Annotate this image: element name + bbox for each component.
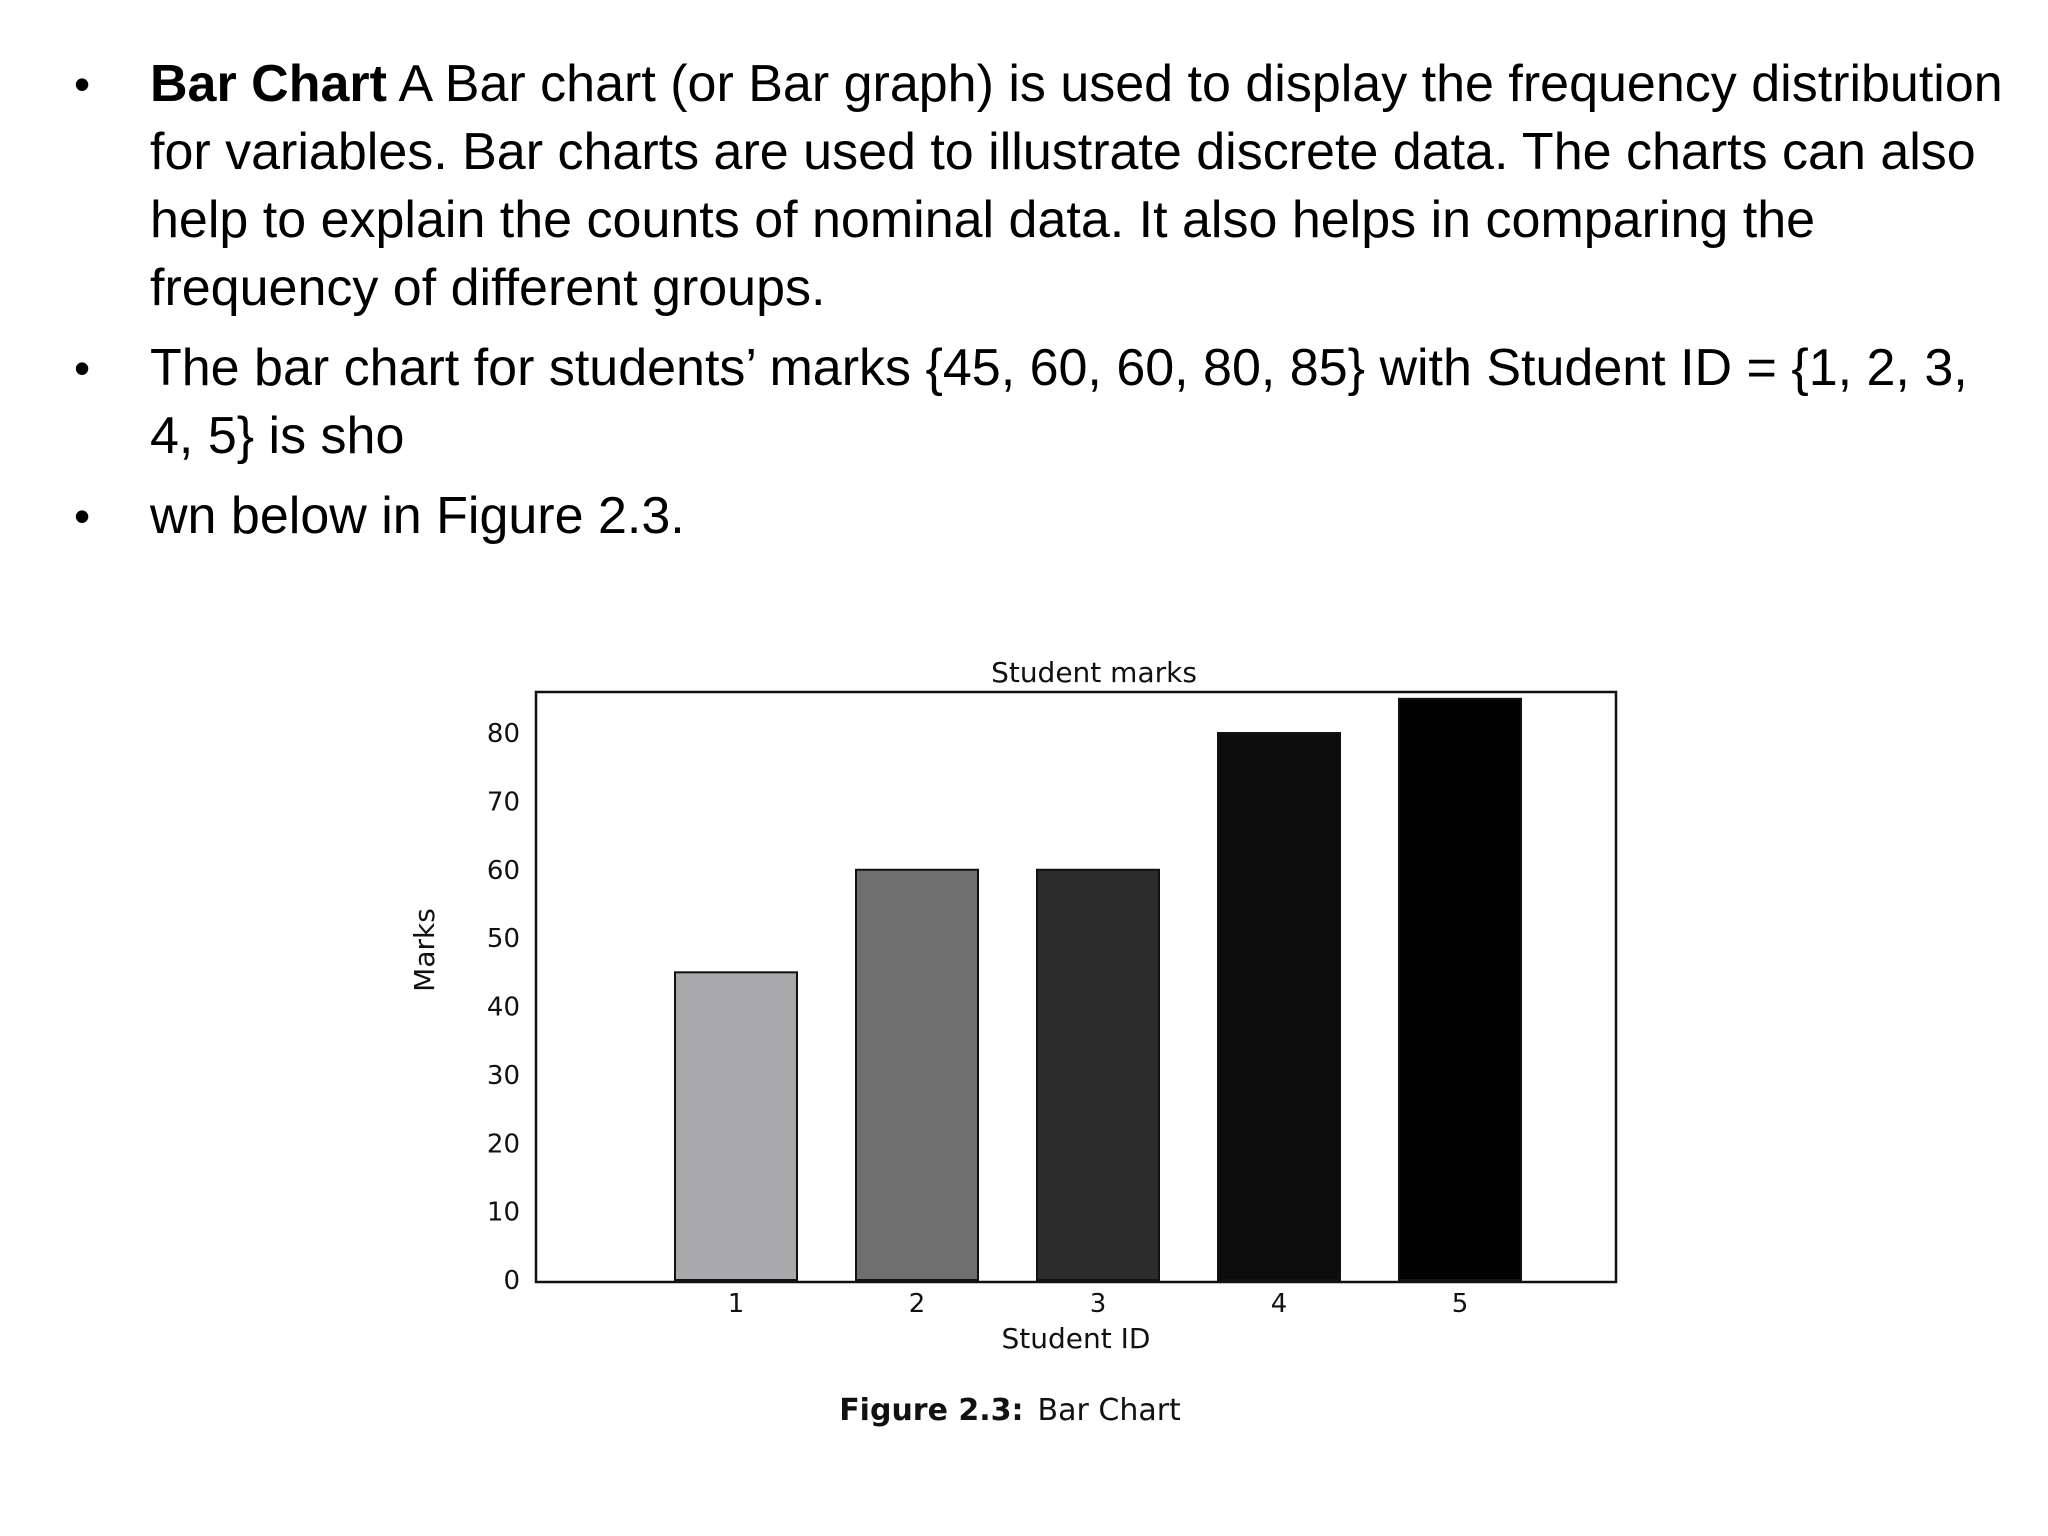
bullet-dot: • [74, 342, 91, 394]
x-tick-labels: 1 2 3 4 5 [728, 1289, 1469, 1319]
figure-caption-label: Figure 2.3: [839, 1393, 1023, 1428]
bar-student-4 [1217, 732, 1341, 1281]
y-tick-label: 50 [487, 924, 520, 954]
figure-caption-text: Bar Chart [1038, 1393, 1182, 1428]
bullet-item-bar-chart: • Bar Chart A Bar chart (or Bar graph) i… [70, 50, 2010, 322]
bullet-dot: • [74, 490, 91, 542]
y-axis-label: Marks [408, 908, 441, 992]
bar-chart: Student marks Marks 0 10 20 30 40 50 60 70 80 1 2… [408, 656, 1618, 1428]
x-tick-label: 2 [909, 1289, 926, 1319]
bullet-dot: • [74, 58, 91, 110]
y-tick-label: 0 [503, 1266, 520, 1296]
bullet-text: wn below in Figure 2.3. [150, 487, 685, 545]
y-tick-label: 10 [487, 1198, 520, 1228]
bar-student-3 [1036, 868, 1160, 1281]
y-tick-label: 40 [487, 993, 520, 1023]
y-tick-label: 70 [487, 787, 520, 817]
bullet-item-example: • The bar chart for students’ marks {45,… [70, 334, 2010, 470]
x-tick-label: 1 [728, 1289, 745, 1319]
bullet-list: • Bar Chart A Bar chart (or Bar graph) i… [70, 50, 2010, 562]
x-tick-label: 4 [1271, 1289, 1288, 1319]
x-axis-label: Student ID [1002, 1322, 1151, 1355]
y-tick-labels: 0 10 20 30 40 50 60 70 80 [487, 719, 520, 1296]
chart-title: Student marks [991, 656, 1197, 689]
bullet-text: The bar chart for students’ marks {45, 6… [150, 339, 1968, 465]
bullet-item-figure-ref: • wn below in Figure 2.3. [70, 482, 2010, 550]
figure-caption: Figure 2.3: Bar Chart [839, 1393, 1181, 1428]
y-tick-label: 80 [487, 719, 520, 749]
bar-chart-figure: Student marks Marks 0 10 20 30 40 50 60 70 80 1 2… [390, 640, 1660, 1460]
bullet-heading: Bar Chart [150, 55, 387, 113]
x-tick-label: 3 [1090, 1289, 1107, 1319]
plot-frame [534, 690, 1618, 1284]
bar-student-1 [674, 971, 798, 1281]
x-tick-label: 5 [1452, 1289, 1469, 1319]
bar-student-2 [855, 868, 979, 1281]
y-tick-label: 60 [487, 856, 520, 886]
bar-student-5 [1398, 697, 1522, 1281]
y-tick-label: 30 [487, 1061, 520, 1091]
bullet-text: A Bar chart (or Bar graph) is used to di… [150, 55, 2003, 317]
y-tick-label: 20 [487, 1129, 520, 1159]
bars [674, 697, 1522, 1281]
